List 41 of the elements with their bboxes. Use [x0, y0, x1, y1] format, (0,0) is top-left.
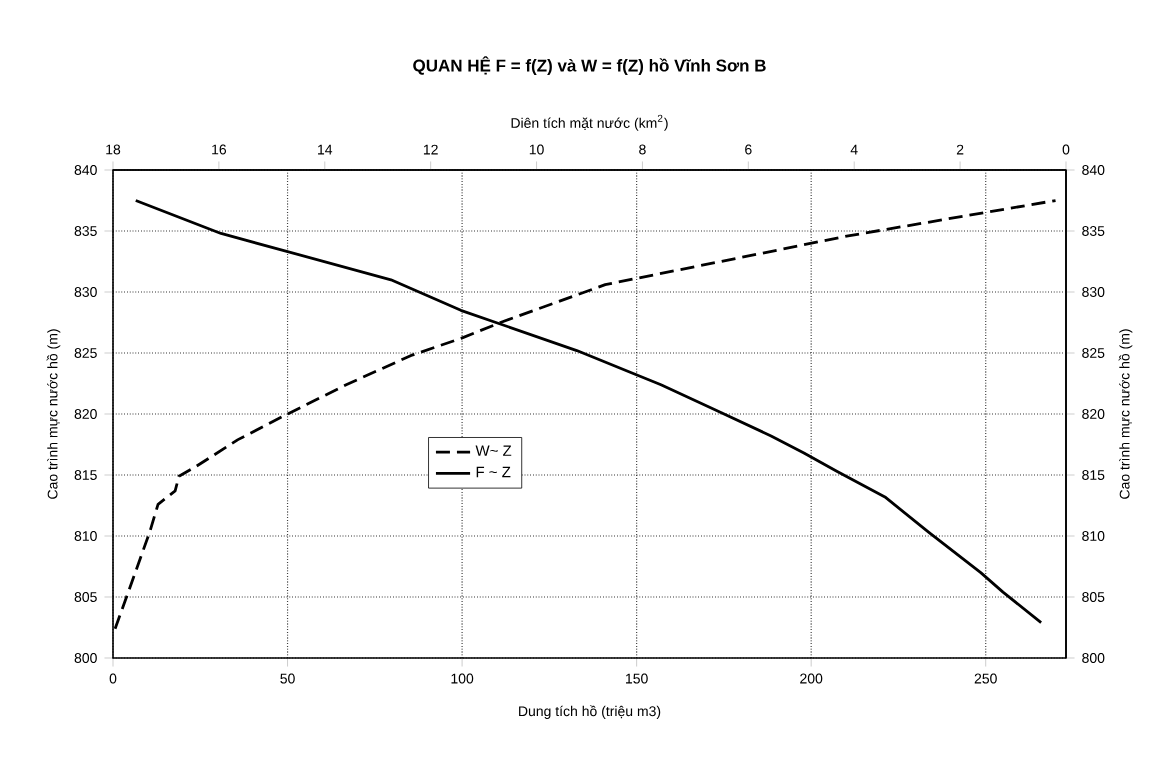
- x2-tick-label: 2: [956, 144, 964, 155]
- x-tick-label: 150: [626, 673, 648, 684]
- x2-axis-title: Diên tích mặt nước (km$^{2}$): [511, 114, 668, 131]
- y-tick-label: 800: [74, 653, 97, 663]
- y2-tick-label: 835: [1082, 226, 1105, 236]
- y-tick-label: 805: [74, 592, 97, 602]
- x-tick-label: 50: [280, 673, 295, 684]
- legend-label: F ~ Z: [476, 466, 511, 478]
- x-tick-label: 0: [109, 673, 117, 684]
- y-tick-label: 835: [74, 226, 97, 236]
- y2-tick-label: 800: [1082, 653, 1105, 663]
- x-tick-label: 200: [800, 673, 823, 684]
- y-tick-label: 840: [74, 165, 97, 175]
- x2-tick-label: 18: [106, 144, 121, 155]
- y2-axis-title: Cao trình mực nước hồ (m): [1118, 329, 1133, 499]
- y-tick-label: 830: [74, 287, 97, 297]
- x2-tick-label: 8: [639, 144, 646, 155]
- y-axis-title: Cao trình mực nước hồ (m): [46, 329, 61, 499]
- y2-tick-label: 840: [1082, 165, 1105, 175]
- x2-tick-label: 16: [212, 144, 227, 155]
- x-tick-label: 100: [451, 673, 474, 684]
- x2-tick-label: 10: [529, 144, 544, 155]
- x2-tick-label: 6: [745, 144, 752, 155]
- y-tick-label: 815: [74, 470, 97, 480]
- x2-tick-label: 12: [423, 144, 438, 155]
- y2-tick-label: 830: [1082, 287, 1105, 297]
- x-tick-label: 250: [974, 673, 997, 684]
- x2-tick-label: 4: [850, 144, 858, 155]
- y2-tick-label: 805: [1082, 592, 1105, 602]
- y2-tick-label: 815: [1082, 470, 1105, 480]
- chart-title: QUAN HỆ F = f(Z) và W = f(Z) hồ Vĩnh Sơn B: [413, 56, 766, 75]
- y2-tick-label: 820: [1082, 409, 1105, 419]
- legend-label: W~ Z: [475, 445, 512, 456]
- x2-tick-label: 14: [318, 144, 333, 155]
- x2-tick-label: 0: [1062, 144, 1070, 155]
- y-tick-label: 810: [74, 531, 97, 541]
- y-tick-label: 825: [74, 348, 97, 358]
- y2-tick-label: 810: [1082, 531, 1105, 541]
- y2-tick-label: 825: [1082, 348, 1105, 358]
- y-tick-label: 820: [74, 409, 97, 419]
- x-axis-title: Dung tích hồ (triệu m3): [519, 705, 661, 719]
